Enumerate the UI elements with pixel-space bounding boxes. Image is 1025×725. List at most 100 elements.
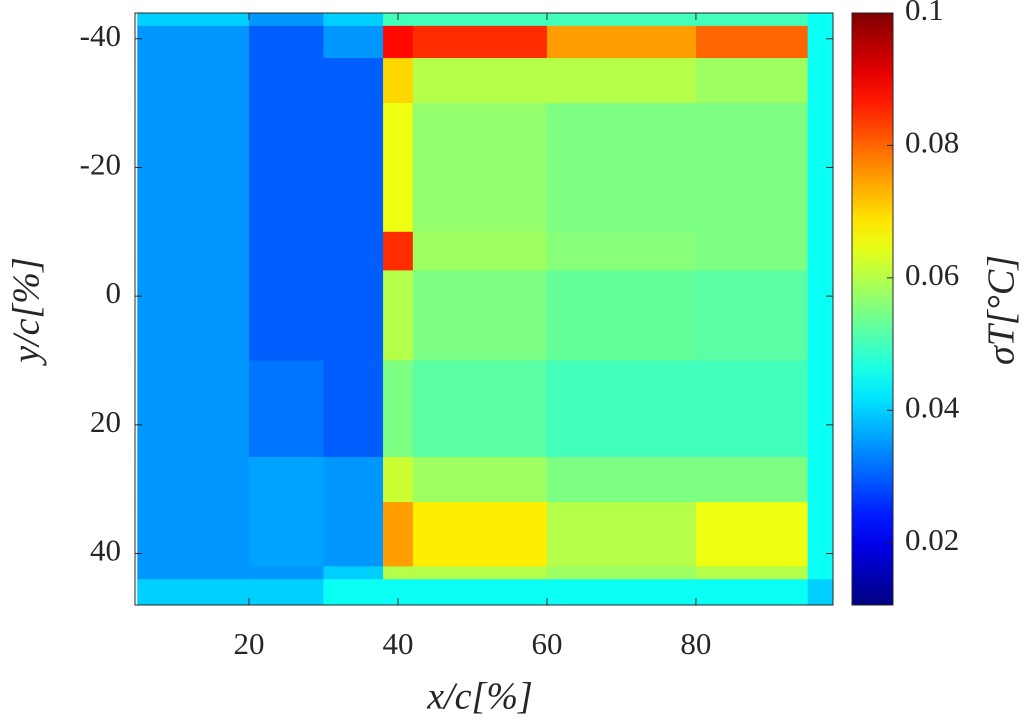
heatmap-cell bbox=[323, 579, 384, 606]
heatmap-cell bbox=[323, 360, 384, 458]
colorbar-label: σT[°C] bbox=[981, 255, 1023, 365]
heatmap-cell bbox=[248, 103, 324, 233]
heatmap-cell bbox=[546, 58, 697, 104]
heatmap-cell bbox=[695, 13, 809, 27]
heatmap-cell bbox=[546, 231, 697, 271]
heatmap-cell bbox=[412, 231, 548, 271]
heatmap-cell bbox=[695, 457, 809, 503]
heatmap-cell bbox=[323, 58, 384, 104]
heatmap-cell bbox=[412, 13, 548, 27]
heatmap-cell bbox=[248, 25, 324, 59]
heatmap-cell bbox=[695, 270, 809, 361]
heatmap-cell bbox=[412, 103, 548, 233]
heatmap-cell bbox=[807, 502, 834, 567]
heatmap-cell bbox=[137, 360, 250, 458]
heatmap-cell bbox=[323, 231, 384, 271]
heatmap-cell bbox=[323, 457, 384, 503]
heatmap-cell bbox=[323, 103, 384, 233]
heatmap-cell bbox=[137, 13, 250, 27]
heatmap-cell bbox=[546, 270, 697, 361]
heatmap-cell bbox=[546, 360, 697, 458]
heatmap-cell bbox=[137, 58, 250, 104]
heatmap-cell bbox=[412, 566, 548, 580]
heatmap-cell bbox=[546, 13, 697, 27]
heatmap-cell bbox=[807, 360, 834, 458]
heatmap-cell bbox=[412, 457, 548, 503]
heatmap-cell bbox=[412, 58, 548, 104]
heatmap-cell bbox=[323, 25, 384, 59]
heatmap-cell bbox=[137, 103, 250, 233]
heatmap-cell bbox=[546, 566, 697, 580]
x-tick-label: 20 bbox=[233, 626, 264, 661]
heatmap-cell bbox=[323, 270, 384, 361]
heatmap-cell bbox=[383, 270, 414, 361]
heatmap-cell bbox=[248, 457, 324, 503]
y-tick-label: -40 bbox=[80, 18, 121, 53]
heatmap-cell bbox=[248, 13, 324, 27]
colorbar-tick-label: 0.04 bbox=[905, 389, 960, 424]
heatmap-cell bbox=[695, 566, 809, 580]
colorbar bbox=[851, 12, 894, 606]
y-tick-label: -20 bbox=[80, 147, 121, 182]
heatmap-cell bbox=[248, 231, 324, 271]
heatmap-cell bbox=[807, 58, 834, 104]
heatmap-cell bbox=[807, 231, 834, 271]
heatmap-cell bbox=[323, 502, 384, 567]
heatmap-cell bbox=[412, 270, 548, 361]
heatmap-cell bbox=[807, 457, 834, 503]
heatmap-cell bbox=[807, 13, 834, 27]
heatmap-cell bbox=[248, 270, 324, 361]
heatmap-cell bbox=[323, 566, 384, 580]
heatmap-cell bbox=[383, 58, 414, 104]
heatmap-cell bbox=[383, 457, 414, 503]
heatmap-cell bbox=[248, 502, 324, 567]
heatmap-cell bbox=[412, 502, 548, 567]
x-tick-label: 60 bbox=[531, 626, 562, 661]
heatmap-cell bbox=[137, 25, 250, 59]
y-tick-label: 0 bbox=[106, 275, 122, 310]
heatmap-cell bbox=[695, 25, 809, 59]
heatmap-cell bbox=[412, 579, 548, 606]
heatmap-cell bbox=[137, 566, 250, 580]
heatmap-cell bbox=[137, 270, 250, 361]
heatmap-cell bbox=[137, 231, 250, 271]
heatmap-cell bbox=[383, 25, 414, 59]
heatmap-cell bbox=[546, 25, 697, 59]
heatmap-cell bbox=[695, 579, 809, 606]
heatmap-cell bbox=[383, 566, 414, 580]
heatmap-cell bbox=[546, 502, 697, 567]
heatmap-cell bbox=[248, 566, 324, 580]
colorbar-tick-label: 0.02 bbox=[905, 522, 959, 557]
heatmap-cell bbox=[248, 58, 324, 104]
heatmap-cell bbox=[412, 360, 548, 458]
heatmap-cell bbox=[695, 502, 809, 567]
colorbar-tick-label: 0.08 bbox=[905, 125, 959, 160]
heatmap-cell bbox=[248, 360, 324, 458]
heatmap-cell bbox=[383, 360, 414, 458]
x-axis-label: x/c[%] bbox=[426, 676, 533, 718]
heatmap-cell bbox=[695, 360, 809, 458]
heatmap-cell bbox=[383, 103, 414, 233]
plot-frame bbox=[134, 12, 834, 606]
heatmap-cell bbox=[137, 502, 250, 567]
heatmap-cell bbox=[248, 579, 324, 606]
heatmap-cell bbox=[546, 457, 697, 503]
heatmap-cell bbox=[695, 58, 809, 104]
heatmap-cell bbox=[137, 579, 250, 606]
heatmap-cell bbox=[807, 25, 834, 59]
x-tick-label: 40 bbox=[382, 626, 413, 661]
heatmap-cell bbox=[546, 103, 697, 233]
heatmap-cell bbox=[383, 502, 414, 567]
x-tick-label: 80 bbox=[680, 626, 711, 661]
heatmap-cell bbox=[383, 231, 414, 271]
heatmap-cell bbox=[412, 25, 548, 59]
heatmap-cell bbox=[807, 270, 834, 361]
heatmap-cell bbox=[546, 579, 697, 606]
heatmap-cell bbox=[807, 566, 834, 580]
heatmap-cell bbox=[807, 579, 834, 606]
y-tick-label: 40 bbox=[90, 533, 121, 568]
colorbar-tick-label: 0.06 bbox=[905, 257, 959, 292]
heatmap-cell bbox=[695, 231, 809, 271]
heatmap-cell bbox=[323, 13, 384, 27]
